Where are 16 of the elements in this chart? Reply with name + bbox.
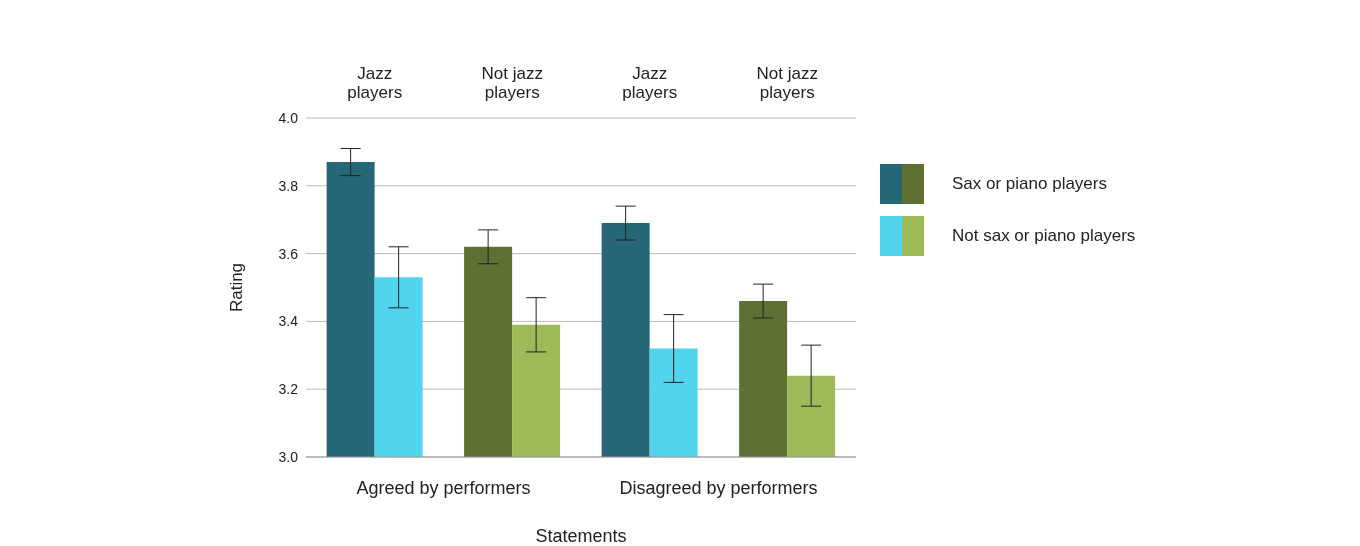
y-tick-label: 3.6 xyxy=(278,245,299,262)
y-tick-label: 3.4 xyxy=(278,313,299,330)
x-tick-label: Jazz players xyxy=(622,64,678,102)
text: Disagreed by performers xyxy=(618,478,819,499)
y-tick-label: 3.8 xyxy=(278,177,299,194)
y-tick-label: 3.2 xyxy=(278,381,299,398)
y-axis-title: Rating xyxy=(227,262,247,313)
x-tick-label: Not jazz players xyxy=(481,64,543,102)
y-tick-label: 3.0 xyxy=(278,448,299,465)
x-tick-label: Not jazz players xyxy=(756,64,818,102)
legend-label: Sax or piano players xyxy=(952,174,1107,194)
text: Agreed by performers xyxy=(355,478,532,499)
x-axis-title: Statements xyxy=(534,526,628,546)
x-tick-label: Jazz players xyxy=(347,64,403,102)
y-tick-label: 4.0 xyxy=(278,109,299,126)
legend-label: Not sax or piano players xyxy=(952,226,1136,246)
